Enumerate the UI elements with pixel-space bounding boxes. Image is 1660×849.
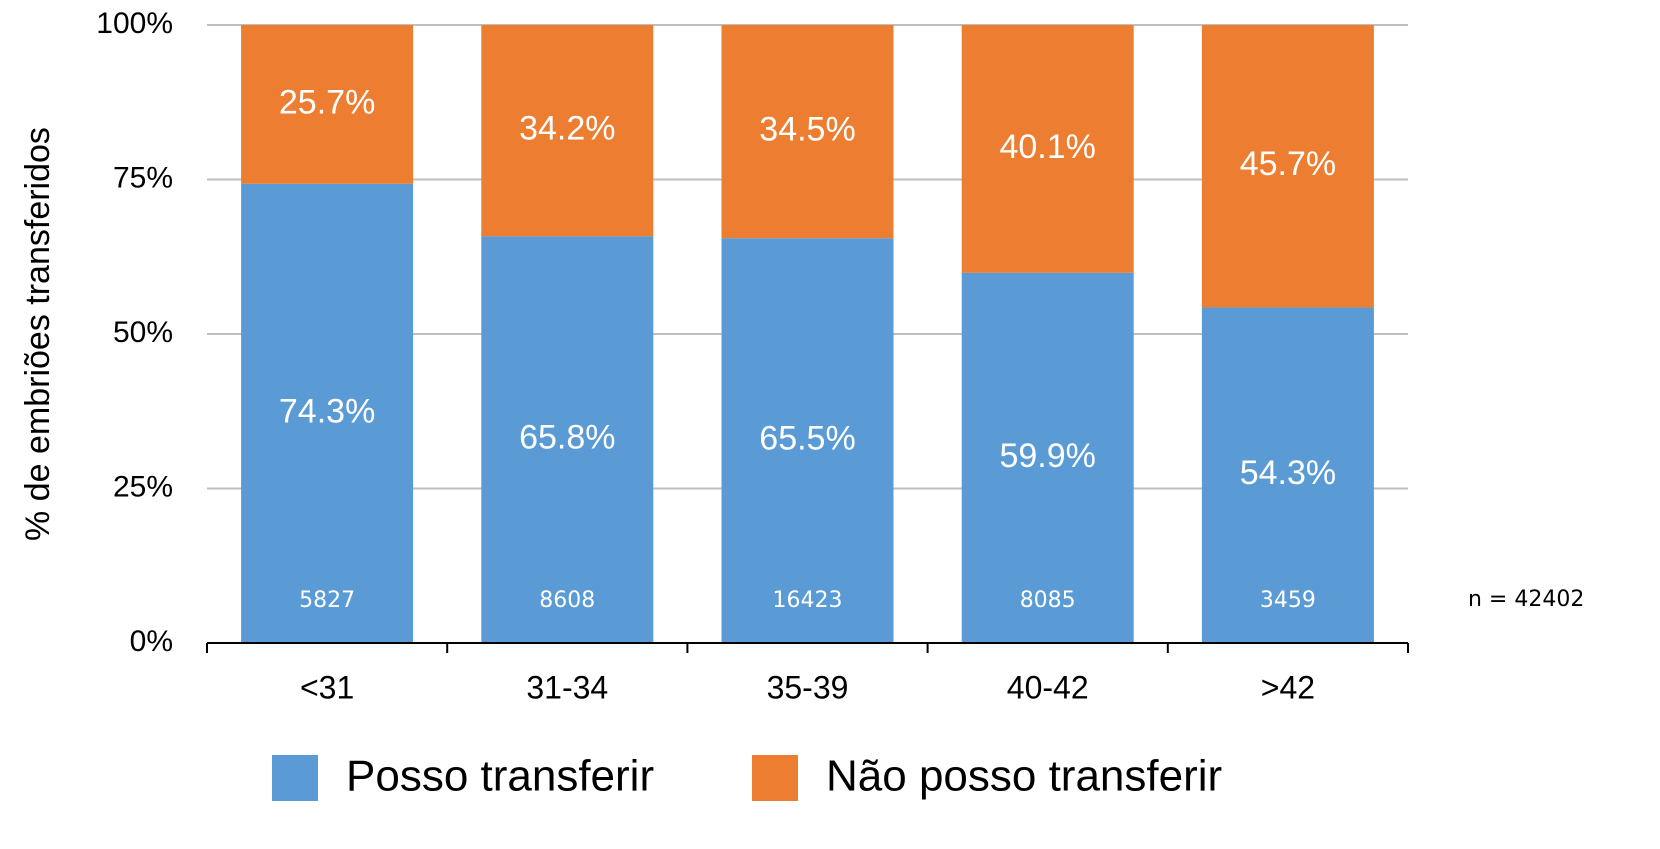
- value-label: 65.8%: [519, 419, 615, 457]
- x-tick-label: 35-39: [767, 669, 849, 705]
- value-label: 34.2%: [519, 110, 615, 148]
- legend-swatch: [752, 755, 798, 801]
- legend-swatch: [272, 755, 318, 801]
- y-tick-label: 25%: [113, 470, 173, 503]
- y-tick-label: 100%: [96, 7, 173, 40]
- bar-segment: [1201, 25, 1374, 308]
- value-label: 74.3%: [279, 392, 375, 430]
- y-axis-label: % de embriões transferidos: [19, 127, 57, 541]
- bar-segment: [961, 25, 1134, 273]
- count-label: 5827: [299, 588, 355, 613]
- annotation: n = 42402: [1468, 587, 1584, 612]
- bar-segment: [241, 25, 414, 184]
- count-label: 3459: [1260, 588, 1316, 613]
- y-tick-label: 75%: [113, 161, 173, 194]
- y-tick-label: 0%: [130, 625, 173, 658]
- x-tick-label: 40-42: [1007, 669, 1089, 705]
- count-label: 16423: [773, 588, 843, 613]
- bar-segment: [721, 238, 894, 643]
- legend-label: Não posso transferir: [826, 752, 1222, 801]
- legend-label: Posso transferir: [346, 752, 654, 801]
- x-tick-label: 31-34: [526, 669, 608, 705]
- bar-segment: [481, 236, 654, 643]
- count-label: 8085: [1020, 588, 1076, 613]
- value-label: 65.5%: [759, 420, 855, 458]
- bar-segment: [1201, 307, 1374, 643]
- value-label: 59.9%: [999, 437, 1095, 475]
- value-label: 40.1%: [999, 128, 1095, 166]
- x-tick-label: <31: [300, 669, 354, 705]
- bar-segment: [721, 25, 894, 239]
- y-tick-label: 50%: [113, 316, 173, 349]
- bar-segment: [481, 25, 654, 237]
- bar-segment: [241, 183, 414, 644]
- bar-segment: [961, 272, 1134, 643]
- value-label: 25.7%: [279, 83, 375, 121]
- value-label: 34.5%: [759, 111, 855, 149]
- count-label: 8608: [539, 588, 595, 613]
- value-label: 45.7%: [1240, 145, 1336, 183]
- x-tick-label: >42: [1261, 669, 1315, 705]
- value-label: 54.3%: [1240, 454, 1336, 492]
